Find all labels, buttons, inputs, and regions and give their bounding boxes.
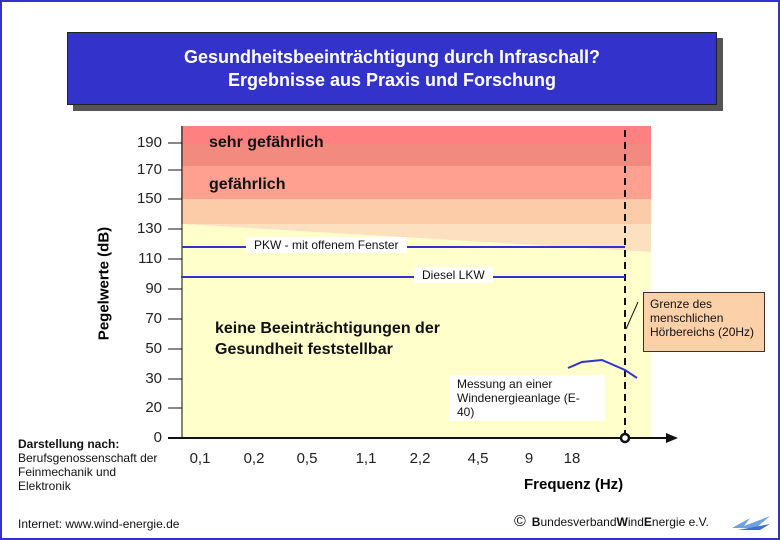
- x-axis-arrow: [666, 433, 678, 443]
- zone-label-very-dangerous: sehr gefährlich: [209, 134, 324, 151]
- y-tick-label: 150: [136, 190, 162, 207]
- x-tick-label: 1,1: [355, 450, 377, 467]
- y-tick-label: 50: [145, 340, 162, 357]
- source-block: Darstellung nach: Berufsgenossenschaft d…: [18, 437, 157, 493]
- x-tick-label: 2,2: [409, 450, 431, 467]
- bwe-logo-icon: [732, 516, 770, 530]
- org-name-part: nergie e.V.: [651, 515, 709, 529]
- zone-very-dangerous-band-2: [181, 144, 651, 166]
- y-tick-label: 170: [136, 161, 162, 178]
- zone-transition-band: [181, 199, 651, 224]
- zone-very-dangerous-band: [181, 126, 651, 144]
- source-line: Feinmechanik und: [18, 465, 117, 479]
- y-tick-label: 70: [145, 310, 162, 327]
- org-name-part: W: [616, 515, 628, 529]
- x-tick-label: 0,2: [243, 450, 265, 467]
- x-tick-label: 18: [563, 450, 581, 467]
- wind-turbine-measurement-curve: [567, 358, 638, 379]
- y-tick-label: 110: [138, 250, 162, 267]
- hearing-limit-annotation: Grenze des menschlichen Hörbereichs (20H…: [643, 292, 765, 352]
- org-name-part: undesverband: [540, 515, 617, 529]
- source-line: Berufsgenossenschaft der: [18, 451, 158, 465]
- y-tick-label: 130: [136, 220, 162, 237]
- y-tick-marks: [168, 142, 182, 439]
- title-box: Gesundheitsbeeinträchtigung durch Infras…: [67, 32, 717, 105]
- zone-label-dangerous: gefährlich: [209, 176, 286, 193]
- y-tick-label: 90: [145, 280, 162, 297]
- y-tick-label: 190: [136, 134, 162, 151]
- title-line-1: Gesundheitsbeeinträchtigung durch Infras…: [183, 46, 601, 67]
- x-tick-label: 0,5: [296, 450, 318, 467]
- wind-turbine-label: Messung an einer Windenergieanlage (E-40…: [449, 375, 605, 421]
- org-name-part: B: [531, 515, 541, 529]
- y-tick-label: 0: [153, 429, 162, 446]
- x-tick-label: 4,5: [467, 450, 489, 467]
- pkw-label: PKW - mit offenem Fenster: [246, 237, 407, 253]
- title-line-2: Ergebnisse aus Praxis und Forschung: [227, 69, 557, 90]
- copyright-symbol: ©: [514, 513, 526, 530]
- y-axis-label: Pegelwerte (dB): [95, 226, 113, 341]
- annotation-pointer: [625, 301, 639, 330]
- zone-dangerous-band: [181, 166, 651, 199]
- zone-label-safe: keine Beeinträchtigungen der Gesundheit …: [215, 320, 440, 358]
- x-axis-label: Frequenz (Hz): [524, 476, 624, 493]
- org-name-part: E: [643, 515, 652, 529]
- source-line: Elektronik: [18, 479, 71, 493]
- source-label: Darstellung nach:: [18, 437, 120, 451]
- y-tick-label: 20: [145, 399, 162, 416]
- org-name-part: ind: [627, 515, 644, 529]
- hearing-limit-marker: [619, 432, 631, 444]
- y-tick-label: 30: [145, 370, 162, 387]
- x-tick-label: 0,1: [189, 450, 211, 467]
- internet-link[interactable]: Internet: www.wind-energie.de: [18, 517, 180, 531]
- x-tick-label: 9: [524, 450, 534, 467]
- diesel-lkw-label: Diesel LKW: [414, 267, 493, 283]
